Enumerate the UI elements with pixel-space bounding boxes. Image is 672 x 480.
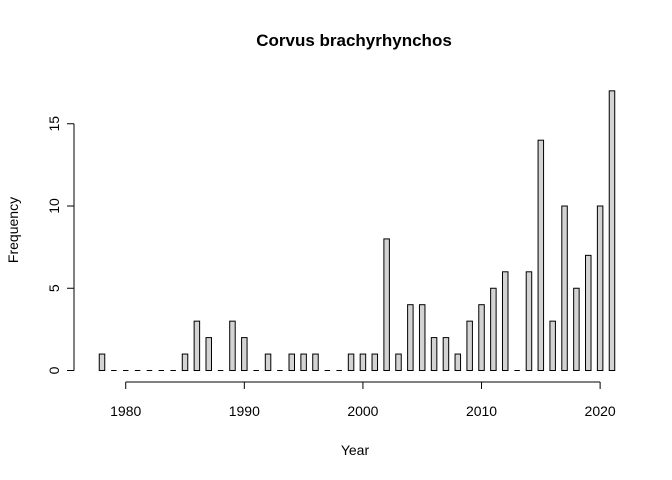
bar-1986 [193,320,201,371]
bar-1985 [181,353,189,371]
chart-title: Corvus brachyrhynchos [256,31,452,50]
x-tick-label: 2020 [585,403,616,419]
y-axis: 0 5 10 15 [46,116,75,374]
x-tick-label: 2010 [466,403,497,419]
bars-group [98,90,616,372]
y-tick-label: 0 [46,366,62,374]
y-tick-label: 15 [46,116,62,132]
bar-2004 [407,304,414,372]
y-tick-label: 10 [46,198,62,214]
bar-2003 [395,353,402,371]
bar-2011 [490,287,497,371]
x-axis-label: Year [341,442,370,458]
bar-1990 [241,337,248,372]
bar-2019 [585,254,592,372]
bar-2014 [525,271,533,371]
bar-2009 [466,320,473,371]
bar-1992 [264,353,272,371]
bar-2008 [454,353,462,371]
bar-1989 [229,320,236,371]
bar-2001 [371,353,379,371]
bar-2020 [596,205,604,371]
bar-2002 [383,238,390,371]
bar-1987 [205,337,212,372]
bar-1994 [288,353,296,371]
bar-2000 [359,353,367,371]
bar-2015 [537,139,545,371]
bar-2006 [430,337,438,372]
bar-2005 [418,304,426,372]
bar-2010 [478,304,485,372]
bar-2007 [442,337,450,372]
x-axis: 1980 1990 2000 2010 2020 [110,381,616,419]
bar-2016 [549,320,556,371]
bar-1978 [98,353,106,371]
x-tick-label: 1980 [110,403,141,419]
bar-1995 [300,353,307,371]
y-tick-label: 5 [46,284,62,292]
bar-2012 [501,271,509,371]
bar-2021 [608,90,616,371]
bar-1996 [312,353,319,371]
bar-2017 [561,205,568,371]
y-axis-label: Frequency [5,197,21,263]
x-tick-label: 1990 [229,403,260,419]
x-tick-label: 2000 [347,403,378,419]
bar-1999 [347,353,355,371]
bar-2018 [573,287,580,371]
